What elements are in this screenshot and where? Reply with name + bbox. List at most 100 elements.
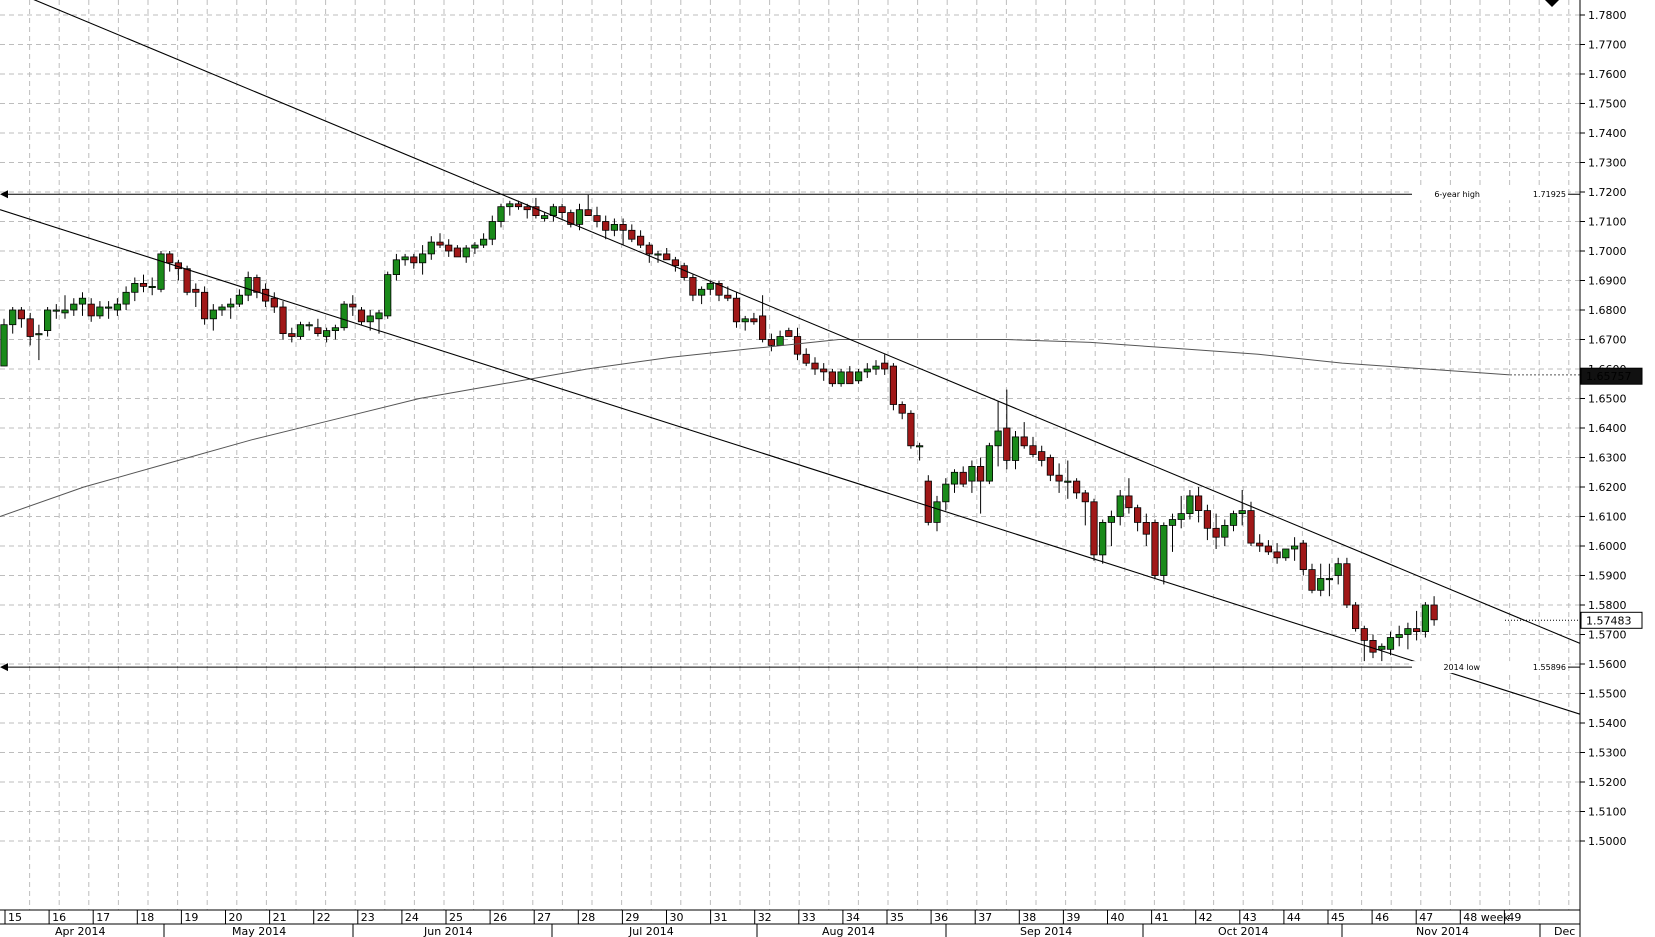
- candle-up: [1116, 490, 1124, 526]
- candle-body: [994, 430, 1002, 447]
- candle-body: [1151, 522, 1159, 576]
- candle-body: [645, 244, 653, 255]
- candle-up: [654, 251, 662, 263]
- candle-body: [863, 368, 871, 373]
- week-label: 16: [52, 911, 66, 924]
- candle-down: [619, 218, 627, 246]
- candle-body: [750, 318, 758, 323]
- candle-down: [715, 280, 723, 302]
- candle-body: [985, 445, 994, 482]
- candle-down: [846, 366, 854, 385]
- candle-down: [663, 248, 671, 261]
- candle-body: [61, 309, 69, 314]
- month-label: Jul 2014: [628, 925, 674, 937]
- y-tick-label: 1.6500: [1588, 393, 1627, 406]
- candle-body: [0, 324, 8, 367]
- candle-body: [654, 253, 662, 256]
- candle-body: [706, 282, 714, 290]
- candle-body: [1099, 522, 1107, 556]
- moving-average-line: [0, 339, 1511, 517]
- candle-body: [532, 206, 540, 216]
- candle-body: [724, 294, 732, 299]
- candle-body: [889, 365, 898, 405]
- candle-body: [698, 288, 706, 296]
- candle-down: [1003, 389, 1011, 470]
- candle-down: [828, 369, 837, 387]
- candle-body: [1273, 551, 1281, 559]
- candle-up: [418, 245, 427, 275]
- candle-body: [305, 324, 313, 327]
- candle-up: [427, 236, 435, 260]
- candle-body: [1291, 545, 1299, 550]
- candle-body: [715, 282, 723, 296]
- week-label: 32: [758, 911, 772, 924]
- trendline: [33, 0, 1581, 644]
- candle-down: [183, 265, 191, 296]
- candle-body: [933, 501, 941, 523]
- week-label: 37: [978, 911, 992, 924]
- candle-body: [959, 471, 967, 485]
- candle-up: [218, 304, 226, 316]
- candle-body: [977, 465, 985, 482]
- scroll-marker-icon[interactable]: [1545, 0, 1559, 7]
- candle-body: [619, 223, 627, 231]
- y-tick-label: 1.6100: [1588, 511, 1627, 524]
- candle-body: [1369, 640, 1377, 653]
- candle-down: [192, 283, 200, 307]
- candle-body: [436, 241, 444, 246]
- candle-up: [366, 310, 374, 331]
- candle-body: [471, 244, 479, 249]
- candle-body: [200, 291, 209, 320]
- candle-body: [401, 256, 409, 261]
- candle-down: [1413, 610, 1421, 641]
- candle-body: [1395, 634, 1403, 638]
- y-tick-label: 1.7700: [1588, 39, 1627, 52]
- candle-body: [1134, 507, 1142, 523]
- level-value: 1.55896: [1533, 663, 1566, 672]
- week-label: 15: [8, 911, 22, 924]
- candle-up: [741, 315, 749, 331]
- candle-body: [227, 303, 235, 308]
- candle-up: [1386, 631, 1395, 656]
- candle-up: [933, 495, 941, 532]
- candle-up: [61, 295, 69, 319]
- candle-body: [1081, 492, 1089, 503]
- candle-down: [750, 312, 758, 325]
- week-label: 27: [537, 911, 551, 924]
- overlay-lines: [0, 0, 1581, 715]
- candle-body: [820, 368, 828, 373]
- candle-body: [1352, 604, 1360, 630]
- candle-body: [793, 336, 802, 355]
- candle-down: [637, 230, 645, 248]
- month-label: Jun 2014: [423, 925, 473, 937]
- candle-body: [113, 303, 121, 311]
- candle-body: [811, 362, 819, 370]
- candle-down: [567, 209, 575, 228]
- plot-background: [0, 0, 1580, 910]
- candle-down: [977, 457, 985, 514]
- candle-body: [122, 291, 130, 305]
- candle-up: [1177, 495, 1185, 529]
- candle-up: [1099, 519, 1107, 564]
- candle-body: [1256, 542, 1264, 547]
- candle-up: [131, 277, 139, 302]
- candle-body: [479, 238, 488, 246]
- candle-body: [192, 288, 200, 293]
- candle-body: [602, 221, 610, 231]
- candle-body: [1107, 516, 1115, 523]
- candle-body: [166, 253, 174, 264]
- candle-body: [384, 274, 392, 317]
- candle-down: [1020, 422, 1028, 449]
- candle-body: [375, 312, 383, 320]
- candle-up: [1325, 563, 1333, 597]
- candle-up: [244, 271, 252, 302]
- candles: [0, 194, 1438, 662]
- candle-down: [1352, 602, 1360, 632]
- candle-up: [235, 289, 243, 307]
- candle-body: [1343, 563, 1351, 606]
- candle-body: [837, 371, 845, 385]
- candle-body: [1221, 525, 1229, 538]
- week-label: 29: [625, 911, 639, 924]
- candle-up: [331, 324, 340, 340]
- candle-up: [497, 203, 505, 228]
